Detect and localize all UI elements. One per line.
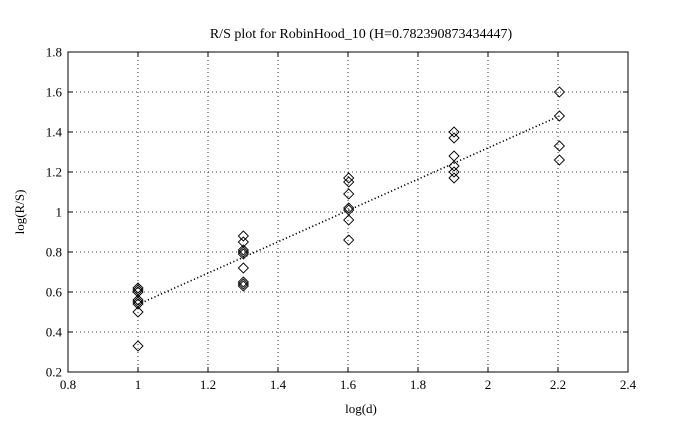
data-point-diamond	[448, 132, 460, 144]
y-tick-label: 1	[56, 205, 63, 220]
data-point-diamond	[132, 340, 144, 352]
x-tick-label: 2.4	[620, 377, 637, 392]
x-tick-label: 1.6	[340, 377, 357, 392]
y-tick-label: 1.4	[46, 125, 63, 140]
data-point-diamond	[343, 188, 355, 200]
data-point-diamond	[132, 306, 144, 318]
x-axis-label: log(d)	[345, 401, 377, 416]
y-tick-label: 1.2	[46, 165, 62, 180]
data-point-diamond	[553, 154, 566, 166]
data-point-diamond	[237, 262, 249, 274]
fit-line	[137, 115, 560, 306]
x-tick-label: 1.8	[410, 377, 426, 392]
data-point-diamond	[343, 234, 355, 246]
x-tick-label: 0.8	[60, 377, 76, 392]
x-tick-label: 1.4	[270, 377, 287, 392]
data-point-diamond	[132, 294, 144, 306]
data-point-diamond	[237, 246, 249, 258]
data-point-diamond	[553, 110, 566, 122]
data-point-diamond	[343, 172, 355, 184]
y-axis-label: log(R/S)	[12, 190, 27, 235]
points-layer	[132, 86, 566, 352]
data-point-diamond	[553, 86, 566, 98]
data-point-diamond	[448, 160, 460, 172]
data-point-diamond	[553, 140, 566, 152]
data-point-diamond	[448, 166, 460, 178]
ticks-layer: 0.8 1 1.2 1.4 1.6 1.8 2 2.2 2.4 0.2 0.4 0.6 0.8 1 1.2 1…	[46, 45, 637, 393]
y-tick-label: 0.8	[46, 245, 62, 260]
data-point-diamond	[343, 202, 355, 214]
chart-title: R/S plot for RobinHood_10 (H=0.782390873…	[210, 27, 513, 42]
x-tick-label: 1.2	[200, 377, 216, 392]
data-point-diamond	[237, 230, 249, 242]
y-tick-label: 0.6	[46, 285, 63, 300]
x-tick-label: 2	[485, 377, 492, 392]
y-tick-label: 1.8	[46, 45, 62, 60]
data-point-diamond	[237, 276, 249, 288]
data-point-diamond	[343, 176, 355, 188]
y-tick-label: 1.6	[46, 85, 63, 100]
y-tick-label: 0.4	[46, 325, 63, 340]
data-point-diamond	[237, 280, 249, 292]
data-point-diamond	[237, 244, 249, 256]
x-tick-label: 1	[135, 377, 142, 392]
data-point-diamond	[237, 278, 249, 290]
x-tick-label: 2.2	[550, 377, 566, 392]
data-point-diamond	[448, 172, 460, 184]
data-point-diamond	[132, 282, 144, 294]
data-point-diamond	[132, 298, 144, 310]
data-point-diamond	[343, 214, 355, 226]
data-point-diamond	[448, 126, 460, 138]
fit-line-layer	[137, 115, 560, 306]
data-point-diamond	[237, 248, 249, 260]
y-tick-label: 0.2	[46, 365, 62, 380]
